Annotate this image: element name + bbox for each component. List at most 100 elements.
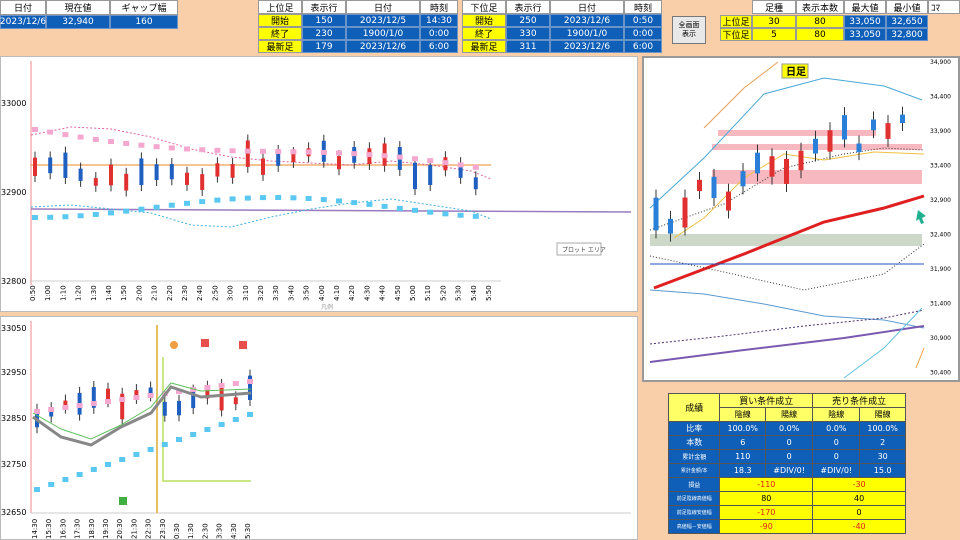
- chart1-blue-marker: [62, 214, 69, 220]
- chart2-blue-marker: [76, 472, 83, 477]
- chart1-candle: [124, 173, 129, 191]
- value-current-price[interactable]: 32,940: [46, 15, 110, 29]
- chart2-x-label: 18:30: [88, 519, 96, 539]
- daily-orange-tail: [915, 347, 925, 369]
- lower-latest-time[interactable]: 6:00: [624, 40, 662, 53]
- chart1-blue-marker: [77, 213, 84, 219]
- results-avg-1: #DIV/0!: [765, 463, 814, 478]
- chart2-blue-marker: [218, 422, 225, 427]
- chart1-candle: [230, 164, 235, 178]
- upper-end-rows[interactable]: 230: [302, 27, 346, 40]
- chart1-x-label: 3:00: [227, 285, 235, 301]
- daily-candle: [813, 138, 818, 154]
- chart-upper-timeframe[interactable]: 33050 32950 32850 32750 32650 14:30 15:30…: [0, 316, 638, 540]
- daily-candle: [653, 197, 659, 231]
- chart1-blue-marker: [214, 197, 221, 203]
- foot-lower-type[interactable]: 5: [752, 28, 796, 41]
- chart1-pink-marker: [320, 149, 327, 155]
- lower-end-rows[interactable]: 330: [506, 27, 550, 40]
- chart2-candle: [120, 393, 125, 420]
- chart1-blue-marker: [138, 206, 145, 212]
- lower-end-time[interactable]: 0:00: [624, 27, 662, 40]
- chart1-pink-marker: [457, 162, 464, 168]
- daily-pink-band-top: [718, 130, 876, 136]
- upper-start-time[interactable]: 14:30: [420, 14, 458, 27]
- upper-latest-time[interactable]: 6:00: [420, 40, 458, 53]
- chart2-pink-marker: [218, 383, 225, 388]
- chart2-blue-marker: [48, 482, 55, 487]
- chart-daily[interactable]: 日足 34,900 34,400 33,900 33,400 32,900 32,400 3…: [642, 56, 960, 382]
- results-diff-sell: -40: [812, 519, 906, 534]
- lower-start-time[interactable]: 0:50: [624, 14, 662, 27]
- upper-latest-date[interactable]: 2023/12/6: [346, 40, 420, 53]
- upper-start-rows[interactable]: 150: [302, 14, 346, 27]
- results-high-buy: 80: [719, 491, 814, 506]
- lower-latest-date[interactable]: 2023/12/6: [550, 40, 624, 53]
- chart1-candle: [413, 162, 417, 190]
- chart2-marks: [32, 339, 253, 505]
- daily-candle: [784, 158, 789, 184]
- chart1-x-label: 5:10: [424, 285, 432, 301]
- chart1-blue-marker: [244, 195, 251, 201]
- chart2-candle: [162, 401, 167, 416]
- chart1-pink-marker: [214, 147, 221, 153]
- value-gap[interactable]: 160: [110, 15, 178, 29]
- upper-end-date[interactable]: 1900/1/0: [346, 27, 420, 40]
- upper-col-rows: 表示行: [302, 0, 346, 14]
- lower-row-end-label: 終了: [462, 27, 506, 40]
- fullscreen-button[interactable]: 全画面 表示: [672, 16, 706, 44]
- foot-upper-count[interactable]: 80: [796, 15, 844, 28]
- chart1-purple-line: [30, 208, 632, 213]
- upper-start-date[interactable]: 2023/12/5: [346, 14, 420, 27]
- foot-lower-max: 33,050: [844, 28, 886, 41]
- chart1-candle: [48, 157, 53, 174]
- chart1-x-label: 1:00: [44, 285, 52, 301]
- foot-upper-min: 32,650: [886, 15, 928, 28]
- chart2-x-label: 2:30: [201, 523, 209, 539]
- foot-upper-type[interactable]: 30: [752, 15, 796, 28]
- daily-candle: [711, 176, 717, 199]
- chart-lower-timeframe[interactable]: 33000 32900 32800 0:50 1:00 1:10 1:20 1:30 1:…: [0, 56, 638, 312]
- upper-end-time[interactable]: 0:00: [420, 27, 458, 40]
- chart2-x-label: 17:30: [74, 519, 82, 539]
- results-avg-3: 15.0: [859, 463, 906, 478]
- chart1-y-label-32800: 32800: [1, 277, 26, 286]
- upper-row-end-label: 終了: [258, 27, 302, 40]
- results-ratio-3: 100.0%: [859, 421, 906, 436]
- upper-latest-rows[interactable]: 179: [302, 40, 346, 53]
- chart1-blue-marker: [305, 196, 312, 202]
- chart1-x-label: 1:40: [105, 285, 113, 301]
- daily-cyan-curve: [843, 307, 923, 379]
- chart1-candle: [261, 158, 265, 175]
- chart1-pink-marker: [305, 149, 312, 155]
- chart1-pink-marker: [47, 129, 54, 135]
- header-current-price: 現在値: [46, 0, 110, 15]
- chart2-candle: [106, 388, 110, 402]
- lower-end-date[interactable]: 1900/1/0: [550, 27, 624, 40]
- chart2-x-label: 3:30: [216, 523, 224, 539]
- results-high-label: 前足陰線高値幅: [667, 491, 721, 506]
- chart2-candle: [63, 400, 68, 408]
- chart1-candle: [337, 156, 341, 170]
- chart1-candle: [185, 172, 189, 185]
- chart2-candle: [49, 408, 54, 417]
- chart2-x-label: 19:30: [102, 519, 110, 539]
- daily-candle: [885, 123, 891, 139]
- foot-lower-count[interactable]: 80: [796, 28, 844, 41]
- chart1-blue-marker: [92, 211, 99, 217]
- chart2-candle: [91, 387, 96, 408]
- chart2-pink-marker: [204, 385, 211, 390]
- lower-latest-rows[interactable]: 311: [506, 40, 550, 53]
- chart2-blue-marker: [190, 432, 197, 437]
- upper-foot-label: 上位足: [258, 0, 302, 14]
- foot-lower-min: 32,800: [886, 28, 928, 41]
- upper-row-start-label: 開始: [258, 14, 302, 27]
- chart1-blue-marker: [351, 200, 358, 206]
- chart1-blue-marker: [184, 200, 190, 206]
- chart1-candle: [169, 164, 174, 180]
- value-date[interactable]: 2023/12/6: [0, 15, 47, 29]
- lower-start-rows[interactable]: 250: [506, 14, 550, 27]
- results-sub-1: 陽線: [765, 407, 814, 422]
- lower-start-date[interactable]: 2023/12/6: [550, 14, 624, 27]
- daily-red-ma: [653, 194, 925, 290]
